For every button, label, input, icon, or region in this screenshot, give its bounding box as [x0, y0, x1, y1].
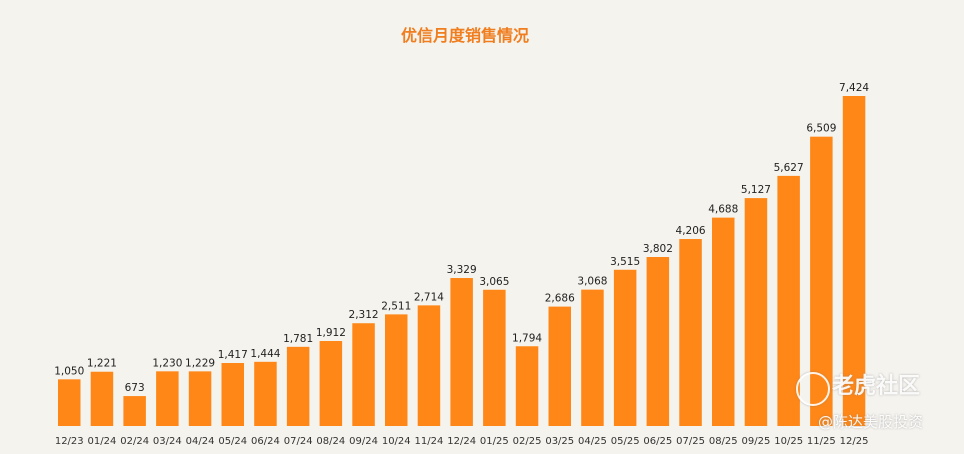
bar-10/25 — [777, 175, 800, 426]
bars-group — [58, 96, 866, 427]
bar-10/24 — [385, 314, 408, 426]
watermark-sub-text: @陈达美股投资 — [818, 413, 924, 431]
x-tick-label: 04/25 — [578, 436, 607, 447]
bar-03/25 — [548, 306, 571, 426]
bar-06/25 — [646, 257, 670, 426]
x-tick-label: 10/25 — [774, 436, 803, 447]
x-tick-label: 01/25 — [480, 436, 509, 447]
value-label: 2,312 — [349, 309, 379, 321]
x-tick-label: 01/24 — [88, 436, 117, 447]
value-label: 2,686 — [545, 293, 575, 305]
value-label: 1,230 — [152, 357, 182, 369]
value-label: 3,515 — [610, 256, 640, 268]
x-tick-label: 06/25 — [643, 436, 672, 447]
bar-03/24 — [156, 371, 179, 426]
bar-11/24 — [417, 305, 441, 426]
bar-02/24 — [123, 396, 146, 426]
watermark-logo-icon — [796, 372, 830, 406]
value-label: 1,221 — [87, 358, 117, 370]
value-label: 3,065 — [479, 276, 509, 288]
x-tick-label: 05/25 — [611, 436, 640, 447]
x-tick-label: 07/25 — [676, 436, 705, 447]
bar-04/25 — [581, 289, 604, 426]
value-label: 1,050 — [54, 365, 84, 377]
bar-11/25 — [810, 136, 833, 427]
bar-08/25 — [712, 217, 735, 426]
bar-07/24 — [286, 346, 310, 426]
x-tick-label: 12/25 — [840, 436, 869, 447]
value-label: 7,424 — [839, 82, 869, 94]
x-tick-label: 09/25 — [742, 436, 771, 447]
watermark: 老虎社区 @陈达美股投资 — [796, 372, 946, 444]
bar-09/24 — [352, 323, 375, 426]
value-label: 2,511 — [381, 300, 411, 312]
bar-12/25 — [842, 96, 866, 426]
bar-12/24 — [450, 278, 473, 426]
x-tick-label: 06/24 — [251, 436, 280, 447]
x-tick-label: 09/24 — [349, 436, 378, 447]
value-label: 1,781 — [283, 333, 313, 345]
bar-01/25 — [483, 289, 506, 426]
bar-07/25 — [679, 239, 702, 426]
x-tick-label: 12/23 — [55, 436, 84, 447]
value-label: 2,714 — [414, 291, 444, 303]
x-tick-label: 12/24 — [447, 436, 476, 447]
x-tick-labels-group: 12/23 01/24 02/24 03/24 04/24 05/24 06/24 07/24… — [55, 436, 869, 447]
bar-06/24 — [254, 361, 277, 426]
x-tick-label: 08/25 — [709, 436, 738, 447]
value-label: 673 — [125, 382, 145, 394]
x-tick-label: 08/24 — [316, 436, 345, 447]
x-tick-label: 04/24 — [186, 436, 215, 447]
x-tick-label: 10/24 — [382, 436, 411, 447]
watermark-main-text: 老虎社区 — [832, 374, 921, 399]
value-label: 3,068 — [577, 276, 607, 288]
value-label: 1,417 — [218, 349, 248, 361]
bar-12/23 — [58, 379, 81, 426]
x-tick-label: 05/24 — [218, 436, 247, 447]
bar-08/24 — [319, 341, 343, 426]
value-label: 5,127 — [741, 184, 771, 196]
value-label: 6,509 — [806, 123, 836, 135]
bar-01/24 — [90, 371, 114, 426]
bar-05/25 — [613, 269, 637, 426]
value-label: 4,688 — [708, 204, 738, 216]
x-tick-label: 11/24 — [415, 436, 444, 447]
value-label: 1,794 — [512, 332, 542, 344]
value-label: 1,912 — [316, 327, 346, 339]
value-label: 1,444 — [250, 348, 280, 360]
x-tick-label: 03/25 — [545, 436, 574, 447]
value-label: 3,329 — [447, 264, 477, 276]
x-tick-label: 07/24 — [284, 436, 313, 447]
bar-05/24 — [221, 363, 244, 426]
chart-title: 优信月度销售情况 — [401, 26, 529, 45]
x-tick-label: 03/24 — [153, 436, 182, 447]
bar-09/25 — [744, 198, 768, 426]
x-tick-label: 02/25 — [513, 436, 542, 447]
x-tick-label: 11/25 — [807, 436, 836, 447]
value-label: 4,206 — [676, 225, 706, 237]
bar-02/25 — [515, 346, 539, 426]
value-label: 5,627 — [774, 162, 804, 174]
bar-04/24 — [188, 371, 212, 426]
value-label: 1,229 — [185, 357, 215, 369]
x-tick-label: 02/24 — [120, 436, 149, 447]
value-label: 3,802 — [643, 243, 673, 255]
